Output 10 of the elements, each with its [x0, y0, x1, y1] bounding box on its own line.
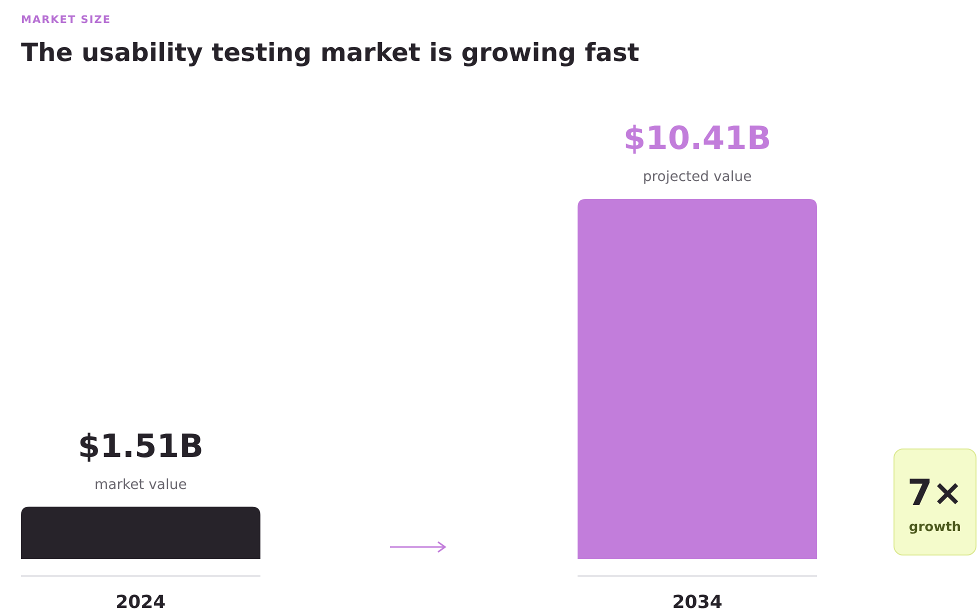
x-tick-label: 2024	[116, 592, 166, 609]
chart-subtitle: MARKET SIZE	[21, 14, 112, 26]
annotation: growth	[908, 520, 962, 535]
data-label: $1.51B	[78, 426, 204, 465]
annotation: projected value	[642, 169, 752, 185]
annotation: 7×	[907, 473, 963, 514]
data-label: $10.41B	[623, 119, 772, 157]
chart-title: The usability testing market is growing fast	[21, 38, 640, 67]
x-tick-label: 2034	[672, 592, 722, 609]
annotation: market value	[94, 476, 187, 493]
